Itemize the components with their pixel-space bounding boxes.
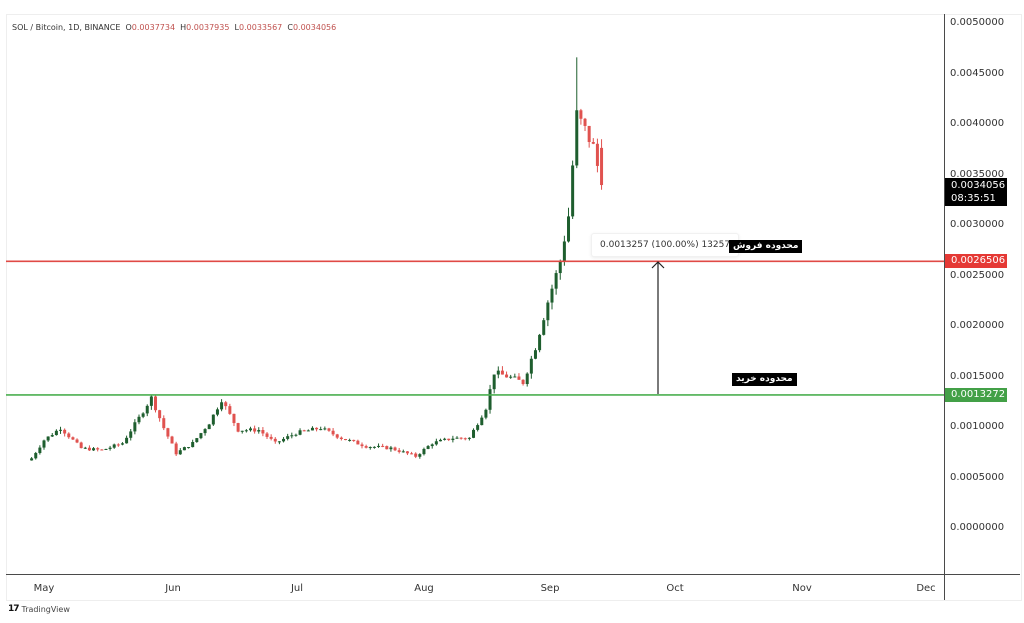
sell-zone-label[interactable]: محدوده فروش xyxy=(729,240,803,253)
month-tick: Aug xyxy=(414,583,434,594)
current-price: 0.0034056 xyxy=(951,180,1006,191)
price-tick: 0.0020000 xyxy=(950,320,1005,331)
buy-level-badge: 0.0013272 xyxy=(945,388,1007,402)
current-price-badge: 0.0034056 08:35:51 xyxy=(945,178,1007,206)
price-tick: 0.0010000 xyxy=(950,421,1005,432)
buy-zone-label[interactable]: محدوده خرید xyxy=(732,373,797,386)
open-value: 0.0037734 xyxy=(131,23,176,32)
tradingview-logo-icon: 17 xyxy=(8,604,19,614)
price-tick: 0.0035000 xyxy=(950,169,1005,180)
month-tick: Jun xyxy=(165,583,181,594)
price-tick: 0.0000000 xyxy=(950,522,1005,533)
price-tick: 0.0025000 xyxy=(950,270,1005,281)
high-label: H xyxy=(180,23,187,32)
low-value: 0.0033567 xyxy=(239,23,283,32)
price-tick: 0.0050000 xyxy=(950,17,1005,28)
candlestick-series xyxy=(30,57,604,461)
sell-level-badge: 0.0026506 xyxy=(945,254,1007,268)
price-tick: 0.0030000 xyxy=(950,219,1005,230)
price-tick: 0.0005000 xyxy=(950,472,1005,483)
month-tick: Oct xyxy=(666,583,684,594)
month-tick: Nov xyxy=(792,583,812,594)
tradingview-logo[interactable]: 17 TradingView xyxy=(8,604,70,614)
month-tick: Jul xyxy=(290,583,304,594)
measure-tooltip: 0.0013257 (100.00%) 13257 xyxy=(591,233,740,257)
close-value: 0.0034056 xyxy=(292,23,337,32)
high-value: 0.0037935 xyxy=(186,23,230,32)
symbol-name: SOL / Bitcoin, 1D, BINANCE xyxy=(12,23,121,32)
symbol-legend[interactable]: SOL / Bitcoin, 1D, BINANCE O0.0037734 H0… xyxy=(12,23,336,32)
low-label: L xyxy=(234,23,239,32)
month-tick: May xyxy=(33,583,55,594)
month-tick: Dec xyxy=(916,583,936,594)
price-tick: 0.0015000 xyxy=(950,371,1005,382)
open-label: O xyxy=(125,23,132,32)
tradingview-logo-text: TradingView xyxy=(21,604,70,614)
chart-frame[interactable] xyxy=(6,14,1022,601)
month-tick: Sep xyxy=(540,583,560,594)
price-tick: 0.0045000 xyxy=(950,68,1005,79)
price-tick: 0.0040000 xyxy=(950,118,1005,129)
bar-countdown: 08:35:51 xyxy=(951,193,996,204)
close-label: C xyxy=(287,23,293,32)
measure-arrow-icon[interactable] xyxy=(651,261,665,394)
